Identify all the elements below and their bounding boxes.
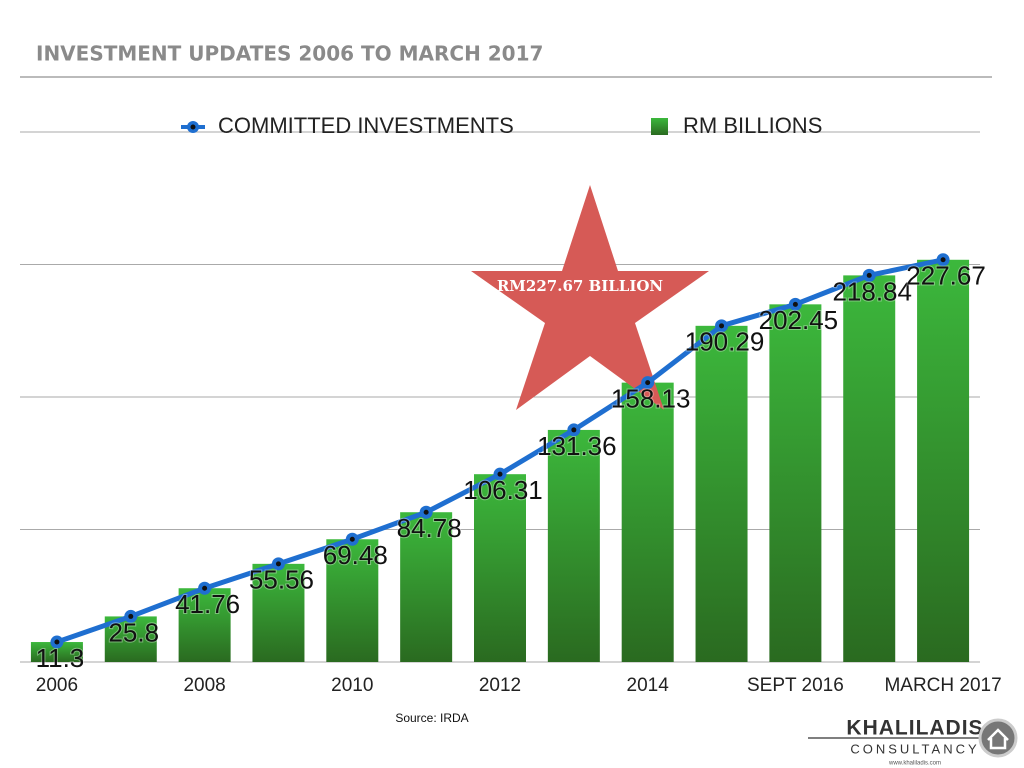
data-label: 190.29 xyxy=(685,327,765,357)
bar xyxy=(621,382,674,662)
data-label: 202.45 xyxy=(759,305,839,335)
data-label: 106.31 xyxy=(463,475,543,505)
bar xyxy=(178,588,231,662)
line-point-core xyxy=(571,427,577,433)
star-annotation: RM227.67 BILLION xyxy=(497,277,664,295)
line-point-core xyxy=(128,613,134,619)
logo-url: www.khaliladis.com xyxy=(888,761,941,767)
line-point-core xyxy=(275,561,281,567)
line-point-core xyxy=(792,301,798,307)
data-label: 84.78 xyxy=(397,513,462,543)
x-tick-label: 2010 xyxy=(331,675,373,696)
bar xyxy=(547,429,600,662)
x-tick-label: 2008 xyxy=(183,675,225,696)
data-label: 227.67 xyxy=(906,261,986,291)
line-point-core xyxy=(719,323,725,329)
star xyxy=(471,185,709,410)
data-label: 11.3 xyxy=(36,643,85,673)
legend: COMMITTED INVESTMENTS RM BILLIONS xyxy=(181,113,822,138)
x-tick-label: 2006 xyxy=(36,675,78,696)
chart-title: INVESTMENT UPDATES 2006 TO MARCH 2017 xyxy=(36,42,543,66)
logo: KHALILADIS CONSULTANCY www.khaliladis.co… xyxy=(808,717,1018,767)
bars xyxy=(30,259,970,662)
x-tick-label: MARCH 2017 xyxy=(884,675,1001,696)
logo-icon xyxy=(978,718,1018,758)
logo-house xyxy=(987,728,1009,750)
source: Source: IRDA xyxy=(395,711,468,725)
legend-label: COMMITTED INVESTMENTS xyxy=(218,113,514,138)
bar xyxy=(769,304,822,662)
data-label: 41.76 xyxy=(175,589,240,619)
legend-label: RM BILLIONS xyxy=(683,113,822,138)
data-label: 131.36 xyxy=(537,431,617,461)
bar xyxy=(326,539,379,662)
bar xyxy=(843,275,896,662)
data-label: 25.8 xyxy=(108,617,159,647)
bar xyxy=(695,325,748,662)
bar xyxy=(30,642,83,662)
x-axis: 2006 2008 2010 2012 2014 SEPT 2016 MARCH 2017 xyxy=(36,675,1002,696)
bar xyxy=(400,512,453,662)
line-point-core xyxy=(940,257,946,263)
legend-marker-core xyxy=(190,124,196,130)
bar xyxy=(474,474,526,662)
logo-tagline: CONSULTANCY xyxy=(850,741,979,756)
data-label: 69.48 xyxy=(323,540,388,570)
line-point-core xyxy=(423,509,429,515)
legend-swatch xyxy=(651,118,668,135)
line-point-core xyxy=(497,471,503,477)
line-point-core xyxy=(202,585,208,591)
line-point-core xyxy=(54,639,60,645)
data-label: 158.13 xyxy=(611,384,691,414)
bar xyxy=(917,259,970,662)
x-tick-label: 2012 xyxy=(479,675,521,696)
x-tick-label: SEPT 2016 xyxy=(747,675,844,696)
bar xyxy=(252,563,305,662)
x-tick-label: 2014 xyxy=(627,675,670,696)
data-label: 218.84 xyxy=(832,276,912,306)
line-point-core xyxy=(866,272,872,278)
line-point-core xyxy=(349,536,355,542)
logo-brand: KHALILADIS xyxy=(846,717,983,740)
data-label: 55.56 xyxy=(249,565,314,595)
line-point-core xyxy=(645,380,651,386)
